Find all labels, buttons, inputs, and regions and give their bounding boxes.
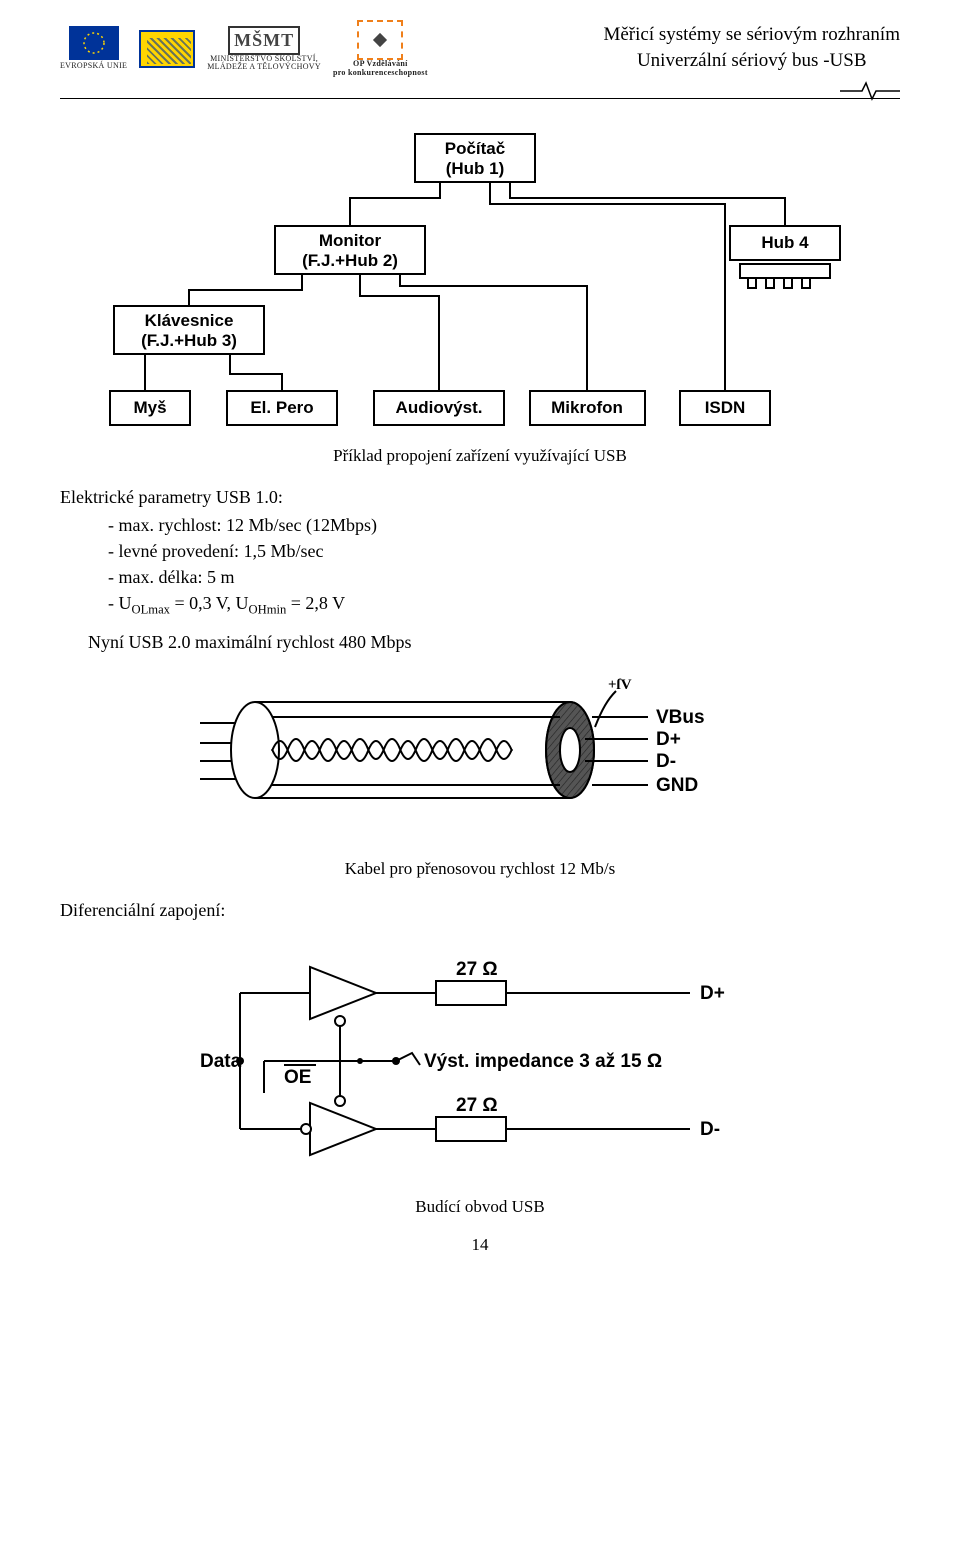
svg-text:Mikrofon: Mikrofon — [551, 398, 623, 417]
svg-text:(F.J.+Hub 3): (F.J.+Hub 3) — [141, 331, 237, 350]
topology-caption: Příklad propojení zařízení využívající U… — [60, 446, 900, 466]
msmt-logo-icon: MŠMT — [228, 26, 300, 55]
eu-flag-icon — [69, 26, 119, 60]
op-logo-icon — [357, 20, 403, 60]
svg-text:+ſV: +ſV — [608, 677, 632, 693]
op-logo-block: OP Vzdělávání pro konkurenceschopnost — [333, 20, 428, 78]
header-title-2: Univerzální sériový bus -USB — [603, 48, 900, 74]
esf-logo-icon — [139, 30, 195, 68]
ministry-block: MŠMT MINISTERSTVO ŠKOLSTVÍ, MLÁDEŽE A TĚ… — [207, 26, 321, 73]
page-header: EVROPSKÁ UNIE MŠMT MINISTERSTVO ŠKOLSTVÍ… — [60, 20, 900, 86]
svg-text:(Hub 1): (Hub 1) — [446, 159, 505, 178]
svg-text:GND: GND — [656, 775, 698, 796]
svg-text:D-: D- — [656, 751, 676, 772]
op-line-2: pro konkurenceschopnost — [333, 69, 428, 78]
svg-text:Hub 4: Hub 4 — [761, 233, 809, 252]
svg-text:27 Ω: 27 Ω — [456, 1095, 498, 1116]
params-heading: Elektrické parametry USB 1.0: — [60, 484, 900, 510]
header-titles: Měřicí systémy se sériovým rozhraním Uni… — [603, 20, 900, 73]
param-item: levné provedení: 1,5 Mb/sec — [108, 538, 900, 564]
svg-text:Myš: Myš — [133, 398, 166, 417]
svg-text:Monitor: Monitor — [319, 231, 382, 250]
eu-logo-block: EVROPSKÁ UNIE — [60, 26, 127, 71]
svg-text:D+: D+ — [656, 729, 681, 750]
svg-text:Výst. impedance 3 až 15 Ω: Výst. impedance 3 až 15 Ω — [424, 1051, 662, 1072]
differential-heading: Diferenciální zapojení: — [60, 897, 900, 923]
svg-text:Klávesnice: Klávesnice — [145, 311, 234, 330]
header-divider — [60, 86, 900, 100]
header-logos: EVROPSKÁ UNIE MŠMT MINISTERSTVO ŠKOLSTVÍ… — [60, 20, 428, 78]
eu-label: EVROPSKÁ UNIE — [60, 62, 127, 71]
usb1-parameters: Elektrické parametry USB 1.0: max. rychl… — [60, 484, 900, 655]
svg-text:D+: D+ — [700, 983, 725, 1004]
svg-text:Audiovýst.: Audiovýst. — [396, 398, 483, 417]
svg-text:27 Ω: 27 Ω — [456, 959, 498, 980]
svg-text:Počítač: Počítač — [445, 139, 505, 158]
svg-text:ISDN: ISDN — [705, 398, 746, 417]
svg-text:VBus: VBus — [656, 707, 705, 728]
circuit-caption: Budící obvod USB — [60, 1197, 900, 1217]
usb2-note: Nyní USB 2.0 maximální rychlost 480 Mbps — [60, 629, 900, 655]
ministry-line-2: MLÁDEŽE A TĚLOVÝCHOVY — [207, 63, 321, 72]
page-number: 14 — [60, 1235, 900, 1255]
header-title-1: Měřicí systémy se sériovým rozhraním — [603, 22, 900, 48]
cable-caption: Kabel pro přenosovou rychlost 12 Mb/s — [60, 859, 900, 879]
svg-text:Data: Data — [200, 1051, 242, 1072]
pulse-icon — [840, 80, 900, 102]
param-item: max. délka: 5 m — [108, 564, 900, 590]
param-item: UOLmax = 0,3 V, UOHmin = 2,8 V — [108, 590, 900, 619]
usb-driver-circuit: Data OE — [60, 923, 900, 1193]
svg-text:(F.J.+Hub 2): (F.J.+Hub 2) — [302, 251, 398, 270]
svg-text:D-: D- — [700, 1119, 720, 1140]
svg-text:OE: OE — [284, 1067, 311, 1088]
usb-topology-diagram: Počítač (Hub 1) Monitor (F.J.+Hub 2) Hub… — [60, 114, 900, 440]
param-item: max. rychlost: 12 Mb/sec (12Mbps) — [108, 512, 900, 538]
params-list: max. rychlost: 12 Mb/sec (12Mbps) levné … — [60, 512, 900, 619]
svg-text:El. Pero: El. Pero — [250, 398, 313, 417]
usb-cable-figure: +ſV VBus D+ D- GND — [60, 655, 900, 845]
